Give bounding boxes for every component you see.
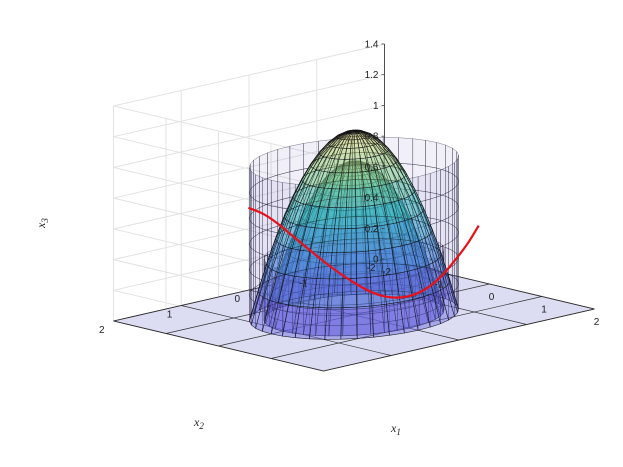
cylinder-face	[398, 137, 414, 165]
x2-axis-label-sub: 2	[199, 421, 204, 431]
x1-axis-label: x1	[390, 421, 401, 437]
x3-tick-label: 0.2	[365, 224, 379, 235]
x2-tick-label: 2	[99, 325, 105, 336]
x3-tick-label: 0.4	[365, 193, 379, 204]
x3-axis-label-sub: 3	[40, 218, 50, 224]
cylinder-face	[277, 145, 291, 176]
x3-tick-label: 1.2	[365, 70, 379, 81]
x1-tick-label: -2	[382, 267, 391, 278]
x1-tick-label: -1	[435, 280, 444, 291]
cylinder-face	[250, 159, 254, 191]
cylinder-face	[440, 166, 449, 197]
x2-axis-label: x2	[193, 415, 204, 431]
cylinder-face	[425, 140, 437, 169]
x3-tick-label: 0	[373, 255, 379, 266]
tick-labels: 0 0.2 0.4 0.6 0.8 1 1.2 1.4 -2 -1 0 1 2 -2 -1 0 1 2	[99, 40, 600, 337]
cylinder-face	[454, 183, 458, 215]
x1-tick-label: 1	[541, 305, 547, 316]
cylinder-face	[429, 195, 441, 226]
cylinder-face	[253, 181, 260, 212]
x1-tick-label: 0	[489, 292, 495, 303]
wall-grid-line	[113, 43, 385, 157]
cylinder-face	[253, 232, 260, 264]
cylinder-face	[448, 162, 455, 193]
cylinder-face	[412, 138, 426, 167]
cylinder-face	[448, 213, 455, 244]
curve-group	[248, 206, 480, 299]
cylinder-face	[250, 210, 254, 242]
cylinder-face	[448, 187, 455, 219]
cylinder-face	[277, 171, 291, 201]
cylinder-face	[253, 155, 260, 187]
cylinder-face	[454, 260, 458, 292]
surfaces	[249, 129, 459, 340]
dome-face	[343, 228, 357, 253]
cylinder-face	[267, 200, 279, 230]
dome-face	[340, 306, 358, 340]
x3-axis-label: x3	[34, 218, 50, 229]
x1-tick-label: 2	[594, 317, 600, 328]
x1-axis-label-sub: 1	[396, 427, 401, 437]
dome-face	[346, 188, 357, 208]
x2-tick-label: -1	[299, 279, 308, 290]
cylinder-face	[259, 152, 268, 183]
cylinder-face	[440, 191, 449, 222]
dome-face	[349, 147, 356, 160]
floor-grid-line	[113, 320, 324, 372]
cylinder-face	[454, 209, 458, 241]
cylinder-face	[436, 142, 446, 172]
dome-face	[326, 278, 344, 309]
cylinder-face	[250, 236, 254, 268]
dome-face	[331, 228, 346, 253]
cylinder-face	[417, 173, 431, 203]
x2-tick-label: 1	[167, 310, 173, 321]
dome-face	[348, 158, 356, 174]
cylinder-face	[267, 174, 279, 205]
x3-tick-label: 1	[373, 101, 379, 112]
dome-face	[344, 206, 357, 229]
x3-tick-label: 1.4	[365, 40, 379, 51]
cylinder-face	[267, 148, 279, 179]
floor-grid-line	[323, 308, 595, 372]
x2-tick-label: 0	[234, 294, 240, 305]
dome-face	[347, 172, 356, 190]
axis-labels: x3 x2 x1	[34, 218, 401, 437]
x3-tick-label: 0.8	[365, 132, 379, 143]
dome-face	[356, 305, 374, 339]
cylinder-face	[429, 169, 441, 200]
cylinder-face	[440, 217, 449, 248]
cylinder-face	[250, 261, 254, 293]
cylinder-face	[289, 143, 304, 173]
dome-face	[448, 279, 459, 313]
cylinder-face	[250, 185, 254, 216]
x2-tick-label: -2	[367, 263, 376, 274]
dome-face	[324, 307, 343, 340]
dome-surface	[249, 129, 459, 340]
cylinder-face	[454, 158, 458, 189]
cylinder-face	[259, 178, 268, 208]
curve-line	[248, 206, 480, 299]
cylinder-face	[259, 203, 268, 234]
cylinder-face	[253, 258, 260, 289]
x3-tick-label: 0.6	[365, 162, 379, 173]
dome-face	[342, 251, 357, 280]
